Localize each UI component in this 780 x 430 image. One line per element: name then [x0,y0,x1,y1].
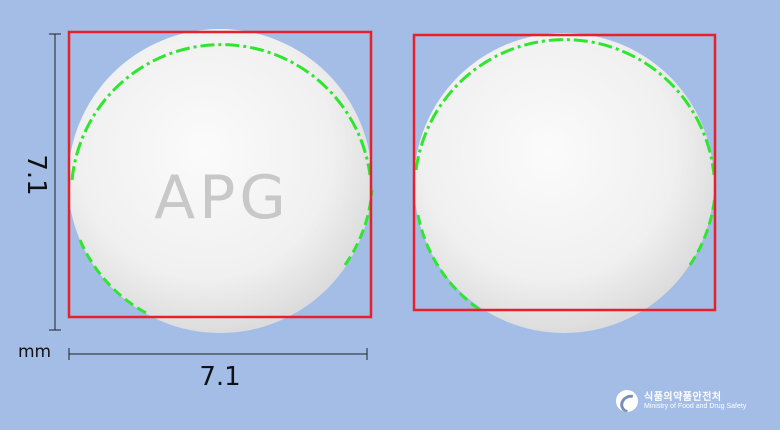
tablet-back [412,33,717,333]
government-emblem-icon [616,390,638,412]
vertical-dimension-line [49,33,61,331]
width-label: 7.1 [199,362,241,392]
unit-label: mm [18,342,52,362]
horizontal-dimension-line [68,348,368,360]
logo-korean-text: 식품의약품안전처 [644,391,722,403]
tablet-front-bounding-box [67,30,373,319]
tablet-imprint: APG [154,163,290,233]
tablet-front [67,29,374,333]
mfds-logo: 식품의약품안전처 Ministry of Food and Drug Safet… [616,386,746,416]
logo-english-text: Ministry of Food and Drug Safety [644,402,747,410]
tablet-back-bounding-box [412,33,717,312]
height-label: 7.1 [21,154,51,196]
